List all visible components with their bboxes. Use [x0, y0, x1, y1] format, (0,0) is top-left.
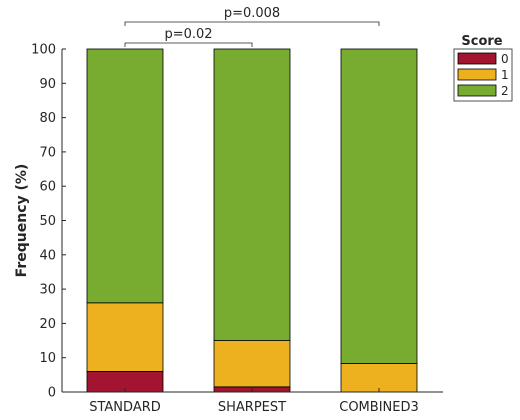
legend: Score 0 1 2 — [453, 34, 513, 102]
x-tick-label-standard: STANDARD — [89, 400, 161, 415]
y-tick-label: 10 — [39, 351, 56, 366]
y-tick-label: 20 — [39, 317, 56, 332]
y-axis: 0 10 20 30 40 50 60 70 80 90 100 — [31, 43, 66, 401]
significance-label: p=0.02 — [164, 27, 212, 42]
bars-group — [86, 48, 418, 393]
y-tick-label: 0 — [48, 386, 56, 401]
bar-sharpest-score-2 — [213, 48, 291, 341]
significance-annotations: p=0.02 p=0.008 — [124, 6, 380, 47]
bar-standard-score-2 — [86, 48, 164, 304]
significance-label: p=0.008 — [224, 6, 280, 21]
bar-combined3-score-2 — [340, 48, 418, 364]
significance-bracket — [124, 21, 380, 26]
y-tick-label: 40 — [39, 248, 56, 263]
y-tick-label: 30 — [39, 283, 56, 298]
y-tick-label: 50 — [39, 214, 56, 229]
x-tick-label-sharpest: SHARPEST — [218, 400, 286, 415]
legend-swatch-2 — [457, 84, 497, 97]
legend-swatch-1 — [457, 68, 497, 81]
bar-standard-score-1 — [86, 302, 164, 372]
y-tick-label: 60 — [39, 180, 56, 195]
legend-label-2: 2 — [501, 84, 509, 98]
legend-label-1: 1 — [501, 68, 509, 82]
x-axis: STANDARD SHARPEST COMBINED3 — [62, 388, 443, 415]
y-tick-label: 100 — [31, 43, 56, 58]
y-tick-label: 90 — [39, 77, 56, 92]
bar-combined3-score-1 — [340, 363, 418, 393]
y-axis-title: Frequency (%) — [14, 164, 30, 278]
y-tick-label: 70 — [39, 145, 56, 160]
x-tick-label-combined3: COMBINED3 — [339, 400, 419, 415]
y-tick-label: 80 — [39, 111, 56, 126]
legend-title: Score — [461, 34, 502, 49]
legend-label-0: 0 — [501, 52, 509, 66]
legend-swatch-0 — [457, 52, 497, 65]
bar-sharpest-score-1 — [213, 340, 291, 388]
significance-bracket — [124, 42, 253, 47]
